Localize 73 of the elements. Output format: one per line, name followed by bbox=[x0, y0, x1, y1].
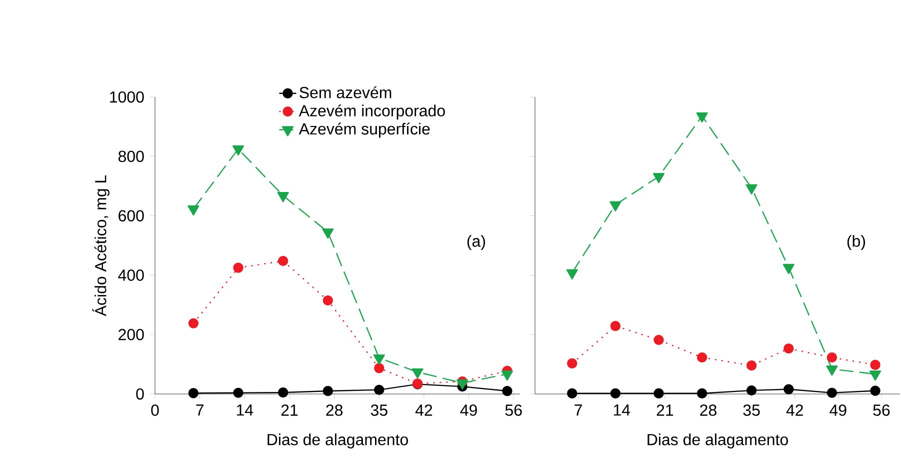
point bbox=[869, 370, 882, 381]
point bbox=[188, 388, 199, 398]
point bbox=[746, 184, 758, 194]
y-tick-label: 600 bbox=[118, 210, 144, 222]
point bbox=[322, 228, 334, 239]
point bbox=[784, 384, 794, 394]
point bbox=[870, 360, 880, 370]
point bbox=[696, 388, 708, 398]
x-tick-label: 14 bbox=[614, 404, 630, 416]
legend-label: Azevém incorporado bbox=[298, 104, 445, 120]
y-tick-label: 400 bbox=[118, 270, 144, 281]
point bbox=[277, 192, 289, 202]
point bbox=[232, 145, 244, 156]
point bbox=[870, 386, 880, 396]
point bbox=[610, 201, 622, 212]
point bbox=[696, 352, 708, 363]
x-tick-label: 7 bbox=[574, 404, 582, 416]
x-tick-label: 28 bbox=[700, 404, 716, 416]
annotation: (b) bbox=[847, 235, 865, 250]
point bbox=[322, 295, 333, 306]
x-tick-label: 0 bbox=[151, 404, 159, 416]
point bbox=[566, 269, 578, 280]
point bbox=[826, 388, 838, 398]
y-tick-label: 1000 bbox=[110, 91, 144, 103]
x-tick-label: 56 bbox=[505, 404, 522, 416]
point bbox=[502, 386, 512, 396]
x-tick-label: 42 bbox=[415, 404, 432, 416]
point bbox=[782, 264, 794, 274]
point bbox=[826, 365, 838, 376]
x-tick-label: 49 bbox=[460, 404, 477, 416]
x-axis-title: Dias de alagamento bbox=[268, 434, 408, 448]
point bbox=[501, 370, 513, 381]
point bbox=[610, 320, 621, 332]
point bbox=[233, 262, 244, 273]
point bbox=[373, 354, 385, 365]
point bbox=[188, 205, 200, 216]
x-tick-label: 21 bbox=[656, 404, 674, 416]
x-tick-label: 49 bbox=[830, 404, 846, 416]
x-axis-title: Dias de alagamento bbox=[648, 434, 788, 448]
x-tick-label: 7 bbox=[196, 404, 204, 416]
x-tick-label: 42 bbox=[786, 404, 803, 416]
point bbox=[610, 388, 621, 398]
point bbox=[188, 318, 199, 328]
point bbox=[746, 385, 757, 396]
point bbox=[278, 256, 288, 266]
point bbox=[746, 360, 757, 371]
legend-label: Azevém superfície bbox=[298, 122, 430, 138]
x-tick-label: 21 bbox=[281, 404, 298, 416]
legend-label: Sem azevém bbox=[300, 86, 392, 98]
point bbox=[826, 352, 838, 363]
point bbox=[654, 388, 664, 398]
point bbox=[233, 388, 244, 398]
x-tick-label: 56 bbox=[873, 404, 890, 416]
point bbox=[654, 334, 664, 346]
point bbox=[412, 368, 424, 379]
y-tick-label: 800 bbox=[118, 150, 144, 162]
point bbox=[784, 343, 794, 354]
point bbox=[374, 384, 384, 395]
y-tick-label: 0 bbox=[136, 388, 144, 400]
x-tick-label: 35 bbox=[743, 404, 760, 416]
y-tick-label: 200 bbox=[118, 328, 144, 340]
x-tick-label: 35 bbox=[370, 404, 388, 416]
point bbox=[567, 358, 578, 368]
point bbox=[374, 363, 384, 374]
point bbox=[322, 386, 333, 396]
point bbox=[278, 387, 288, 398]
point bbox=[652, 172, 665, 184]
y-axis-title: Ácido Acético, mg L bbox=[92, 175, 110, 316]
annotation: (a) bbox=[467, 235, 485, 250]
point bbox=[696, 112, 708, 123]
x-tick-label: 14 bbox=[236, 404, 254, 416]
x-tick-label: 28 bbox=[326, 404, 343, 416]
point bbox=[567, 388, 578, 398]
